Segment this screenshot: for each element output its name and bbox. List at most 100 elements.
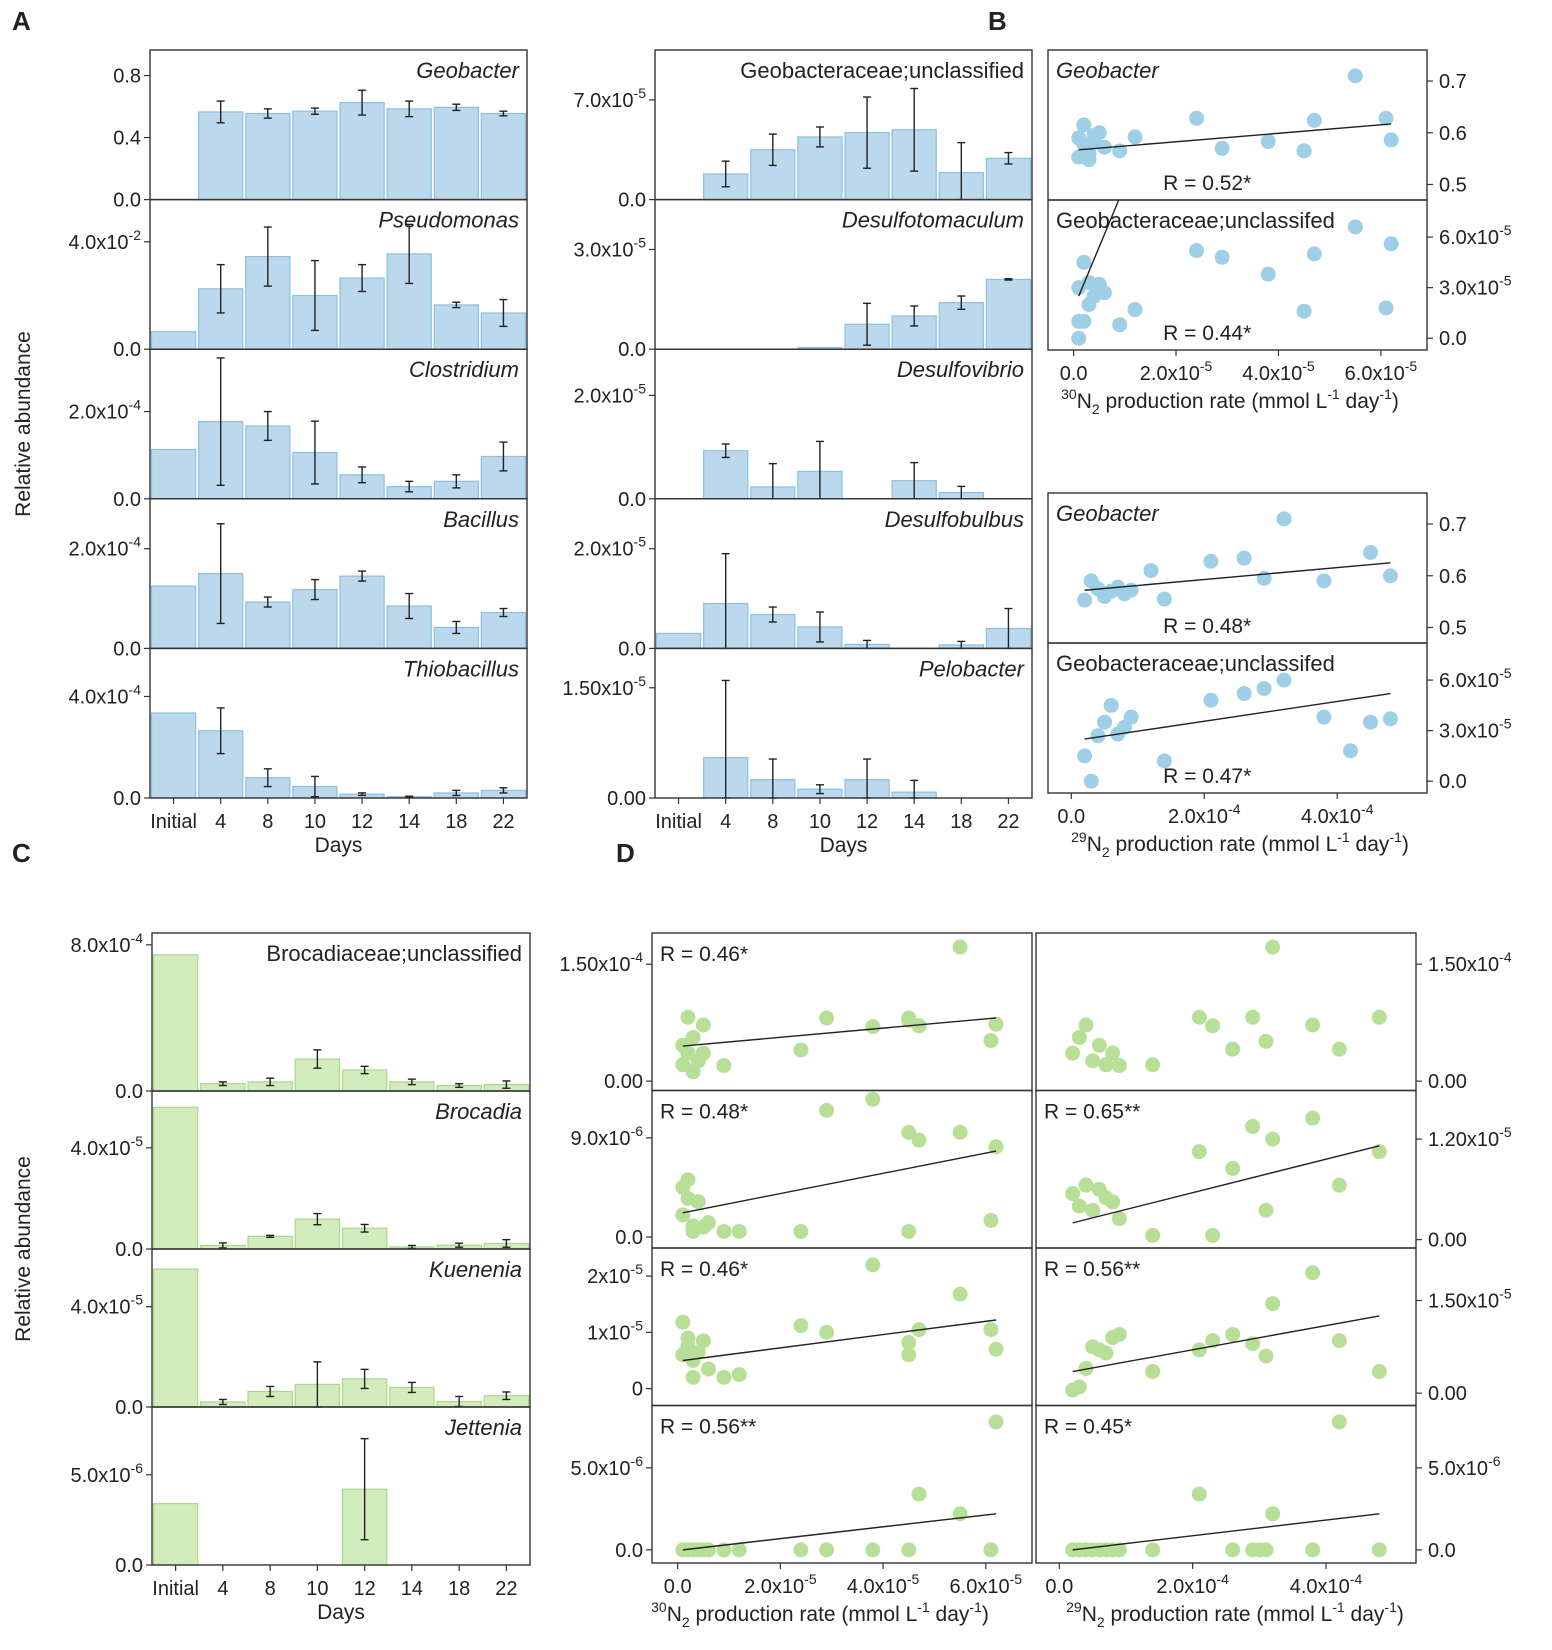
y-axis-label: Relative abundance [12, 1156, 35, 1342]
y-tick-label: 0.0 [618, 489, 646, 511]
data-point [1382, 711, 1398, 727]
r-value-label: R = 0.56** [1044, 1258, 1140, 1281]
data-point [1105, 1045, 1121, 1061]
bar [655, 632, 702, 650]
panel-letter-a: A [12, 6, 31, 36]
data-point [793, 1223, 809, 1239]
bar [247, 1235, 293, 1250]
subplot-title: Desulfovibrio [897, 357, 1024, 382]
x-tick-label: 0.0 [1045, 1576, 1073, 1598]
data-point [1305, 1110, 1321, 1126]
data-point [1203, 692, 1219, 708]
bar [198, 111, 244, 201]
x-tick-label: 4 [217, 1578, 228, 1600]
y-tick-label: 0.0 [615, 1227, 643, 1249]
data-point [1214, 140, 1230, 156]
y-tick-label: 0.00 [1428, 1071, 1467, 1093]
x-tick-label: 18 [448, 1578, 470, 1600]
bar [245, 112, 291, 201]
x-tick-label: 2.0x10-5 [1140, 358, 1213, 385]
data-point [1191, 1144, 1207, 1160]
trend-line [1078, 123, 1392, 151]
data-point [1305, 1265, 1321, 1281]
y-tick-label: 0.6 [1439, 123, 1467, 145]
x-axis-label: Days [317, 1601, 365, 1624]
subplot-frame [1047, 642, 1428, 794]
subplot-title: Clostridium [409, 357, 519, 382]
data-point [1265, 1131, 1281, 1147]
data-point [865, 1019, 881, 1035]
y-axis-label: Relative abundance [12, 331, 35, 517]
data-point [1085, 1202, 1101, 1218]
scatter-subplot-d-right-1: 0.00 1.50x10-4 [1035, 932, 1512, 1093]
data-point [1316, 709, 1332, 725]
data-point [1225, 1542, 1241, 1558]
data-point [1331, 1041, 1347, 1057]
data-point [1371, 1144, 1387, 1160]
data-point [952, 939, 968, 955]
data-point [1331, 1414, 1347, 1430]
bar [480, 611, 527, 650]
r-value-label: R = 0.48* [1163, 615, 1251, 638]
panel-letter-d: D [616, 838, 635, 868]
data-point [731, 1367, 747, 1383]
data-point [1260, 134, 1276, 150]
x-axis-label: 30N2 production rate (mmol L-1 day-1) [651, 1599, 989, 1630]
data-point [1189, 110, 1205, 126]
data-point [1071, 1379, 1087, 1395]
data-point [1097, 714, 1113, 730]
data-point [1085, 1053, 1101, 1069]
data-point [680, 1045, 696, 1061]
data-point [1071, 330, 1087, 346]
y-tick-label: 1x10-5 [587, 1317, 643, 1344]
data-point [700, 1361, 716, 1377]
x-axis-label: 29N2 production rate (mmol L-1 day-1) [1066, 1599, 1404, 1630]
data-point [1245, 1009, 1261, 1025]
data-point [1378, 110, 1394, 126]
y-tick-label: 0.0 [615, 1540, 643, 1562]
y-tick-label: 0.0 [113, 788, 141, 810]
data-point [911, 1132, 927, 1148]
data-point [901, 1124, 917, 1140]
y-tick-label: 0.0 [1428, 1540, 1456, 1562]
x-tick-label: 22 [495, 1578, 517, 1600]
data-point [1203, 553, 1219, 569]
bar [292, 110, 338, 201]
x-tick-label: 12 [856, 811, 878, 833]
bar [433, 304, 479, 350]
bar [150, 712, 197, 799]
x-tick-label: 4.0x10-5 [1242, 358, 1315, 385]
r-value-label: R = 0.46* [660, 943, 748, 966]
x-tick-label: 10 [304, 811, 326, 833]
data-point [1316, 573, 1332, 589]
data-point [1371, 1009, 1387, 1025]
data-point [1245, 1119, 1261, 1135]
x-tick-label: 4 [215, 811, 226, 833]
x-axis-label: Days [820, 834, 868, 857]
data-point [865, 1257, 881, 1273]
data-point [1189, 243, 1205, 259]
y-tick-label: 4.0x10-5 [70, 1133, 143, 1160]
data-point [1258, 1202, 1274, 1218]
y-tick-label: 1.50x10-4 [1428, 949, 1512, 976]
x-tick-label: 14 [398, 811, 420, 833]
data-point [695, 1045, 711, 1061]
bar-subplot-jettenia: 0.0 5.0x10-6 Jettenia [70, 1406, 531, 1577]
data-point [901, 1542, 917, 1558]
scatter-subplot-b-top-1: 0.5 0.6 0.7 Geobacter R = 0.52* [1047, 49, 1467, 201]
x-tick-label: Initial [150, 811, 197, 833]
y-tick-label: 2.0x10-4 [68, 534, 141, 561]
subplot-title: Jettenia [444, 1415, 522, 1440]
x-tick-label: 0.0 [1060, 363, 1088, 385]
subplot-title: Geobacteraceae;unclassified [740, 58, 1024, 83]
bar [152, 1106, 199, 1250]
data-point [1145, 1057, 1161, 1073]
y-tick-label: 5.0x10-6 [1428, 1453, 1501, 1480]
data-point [1091, 1037, 1107, 1053]
x-tick-label: 10 [809, 811, 831, 833]
subplot-title: Brocadia [435, 1099, 522, 1124]
trend-line [682, 1017, 997, 1047]
subplot-title: Kuenenia [429, 1257, 522, 1282]
trend-line [682, 1150, 997, 1214]
subplot-title: Geobacter [1056, 501, 1160, 526]
